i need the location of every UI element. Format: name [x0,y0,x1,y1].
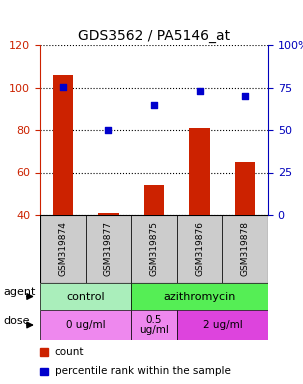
Bar [131,310,177,340]
Bar [131,283,268,310]
Bar [40,283,131,310]
Bar [40,368,48,375]
Text: agent: agent [3,288,35,298]
Text: GSM319874: GSM319874 [58,222,67,276]
Title: GDS3562 / PA5146_at: GDS3562 / PA5146_at [78,28,230,43]
Text: 2 ug/ml: 2 ug/ml [202,320,242,330]
Point [197,88,202,94]
Bar [52,75,73,300]
Bar [98,213,119,300]
Point [106,127,111,133]
Point [152,101,156,108]
Bar [177,215,222,283]
Bar [40,215,86,283]
Bar [189,128,210,300]
Text: percentile rank within the sample: percentile rank within the sample [55,366,230,376]
Bar [40,310,131,340]
Bar [86,215,131,283]
Point [243,93,248,99]
Bar [40,348,48,356]
Text: 0.5
ug/ml: 0.5 ug/ml [139,314,169,335]
Text: GSM319876: GSM319876 [195,222,204,276]
Bar [235,162,255,300]
Text: control: control [66,291,105,301]
Text: GSM319877: GSM319877 [104,222,113,276]
Text: GSM319878: GSM319878 [241,222,250,276]
Bar [177,310,268,340]
Text: count: count [55,347,84,357]
Text: dose: dose [3,316,30,326]
Text: 0 ug/ml: 0 ug/ml [66,320,105,330]
Text: azithromycin: azithromycin [163,291,236,301]
Point [60,84,65,90]
Bar [144,185,164,300]
Bar [222,215,268,283]
Text: GSM319875: GSM319875 [149,222,158,276]
Bar [131,215,177,283]
